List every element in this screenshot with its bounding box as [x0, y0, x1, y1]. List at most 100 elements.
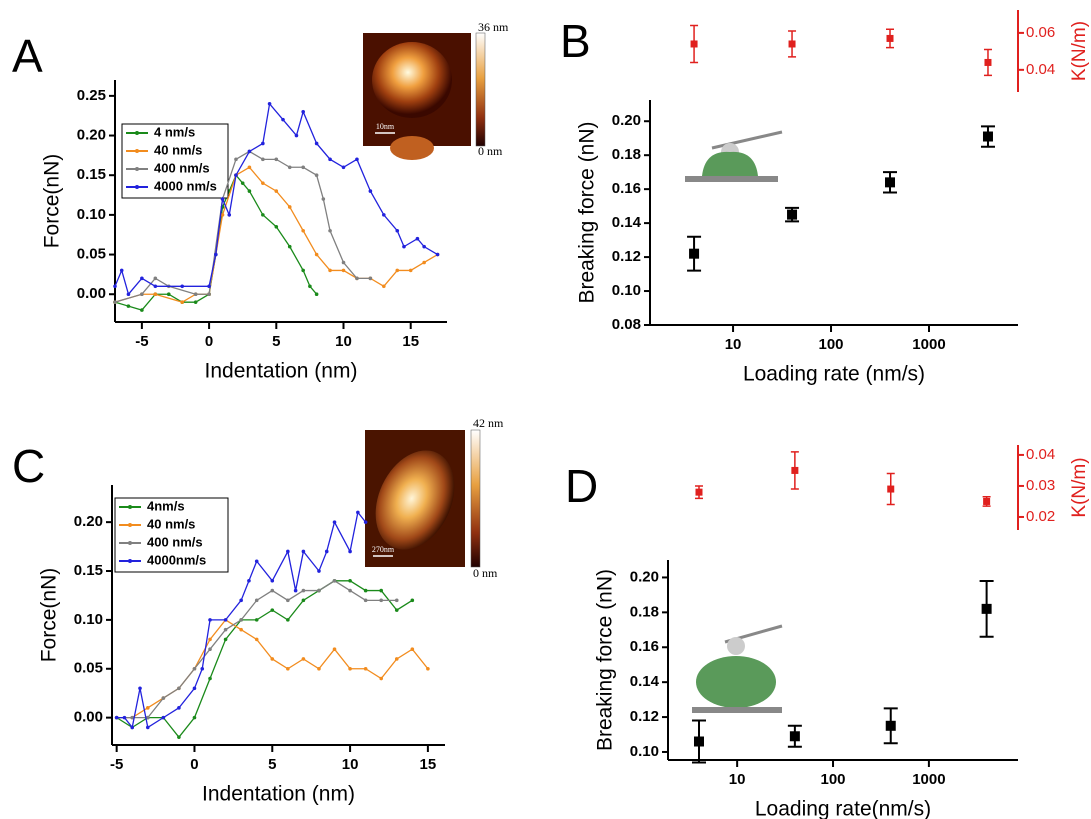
legend-label: 4000 nm/s — [154, 178, 217, 193]
series-point — [294, 133, 299, 138]
series-point — [239, 618, 243, 622]
series-point — [301, 657, 306, 661]
series-point — [207, 284, 211, 289]
series-point — [177, 686, 181, 691]
series-point — [394, 598, 399, 603]
series-point — [286, 666, 290, 671]
series-point — [324, 549, 329, 554]
series-point — [363, 666, 368, 671]
series-point — [239, 627, 243, 632]
legend-dot — [135, 185, 139, 189]
series-point — [254, 598, 259, 603]
capsid-cartoon-d — [692, 624, 783, 713]
series-point — [410, 598, 415, 603]
x-tick-label: 1000 — [912, 336, 945, 353]
legend-dot — [135, 131, 139, 135]
x-tick-label: 100 — [819, 336, 844, 353]
x-axis-label: Indentation (nm) — [202, 783, 355, 806]
series-point — [166, 292, 171, 297]
y2-tick-label: 0.02 — [1026, 508, 1055, 525]
series-point — [193, 300, 198, 304]
legend-dot — [128, 559, 132, 563]
series-point — [314, 173, 319, 178]
series-point — [140, 292, 144, 297]
series-point — [348, 549, 352, 554]
series-point — [355, 276, 359, 281]
series-point — [126, 292, 131, 297]
series-point — [220, 213, 225, 217]
series-point — [395, 228, 400, 233]
colorbar-max: 36 nm — [478, 20, 509, 34]
y-tick-label: 0.14 — [612, 214, 642, 231]
series-point — [408, 268, 413, 273]
y-tick-label: 0.20 — [612, 112, 641, 129]
y-tick-label: 0.16 — [630, 638, 659, 655]
x-tick-label: 0 — [205, 333, 213, 350]
afm-inset-c — [365, 429, 481, 568]
y-tick-label: 0.20 — [74, 513, 103, 530]
series-point — [286, 618, 290, 622]
series-point — [274, 157, 279, 162]
k-point — [887, 485, 895, 493]
data-point — [982, 131, 993, 142]
colorbar-min: 0 nm — [478, 144, 503, 158]
series-point — [180, 300, 185, 304]
series-point — [332, 647, 337, 652]
series-point — [261, 141, 265, 146]
series-point — [274, 224, 279, 229]
data-point — [885, 720, 896, 731]
series-line — [114, 102, 438, 296]
series-point — [270, 588, 275, 593]
x-tick-label: -5 — [135, 333, 148, 350]
series-point — [130, 725, 135, 730]
y-tick-label: 0.05 — [74, 660, 103, 677]
y2-axis-label: K(N/m) — [1069, 457, 1090, 517]
series-point — [382, 213, 386, 217]
k-point — [983, 497, 991, 505]
data-point — [693, 736, 704, 747]
series-point — [153, 292, 158, 297]
legend-dot — [128, 505, 132, 509]
series-point — [145, 725, 150, 730]
series-point — [214, 252, 218, 257]
series-point — [223, 637, 228, 642]
x-tick-label: -5 — [110, 756, 123, 773]
series-point — [341, 165, 346, 170]
k-point — [695, 488, 703, 496]
y-tick-label: 0.16 — [612, 180, 641, 197]
series-point — [368, 189, 373, 193]
series-point — [153, 276, 158, 281]
series-point — [301, 588, 306, 593]
y-tick-label: 0.00 — [74, 709, 103, 726]
series-point — [177, 706, 181, 710]
series-point — [410, 647, 415, 652]
y-tick-label: 0.25 — [77, 87, 106, 104]
series-point — [113, 284, 117, 289]
series-point — [328, 228, 332, 233]
series-point — [308, 284, 312, 289]
series-point — [379, 676, 384, 681]
series-point — [301, 549, 306, 554]
series-point — [138, 686, 142, 691]
legend-dot — [135, 149, 139, 153]
series-point — [270, 657, 275, 661]
x-tick-label: 5 — [272, 333, 280, 350]
legend-dot — [128, 541, 132, 545]
data-point — [885, 177, 896, 188]
series-point — [286, 549, 290, 554]
series-point — [348, 578, 352, 583]
k-point — [984, 58, 992, 66]
series-point — [223, 627, 228, 632]
series-point — [161, 696, 166, 700]
series-point — [382, 284, 386, 289]
series-point — [239, 598, 243, 603]
series-point — [287, 244, 292, 249]
series-point — [368, 276, 373, 281]
series-point — [270, 578, 275, 583]
series-point — [317, 588, 321, 593]
series-point — [363, 598, 368, 603]
series-point — [270, 608, 275, 612]
series-point — [223, 618, 228, 622]
series-point — [332, 520, 337, 524]
series-point — [402, 244, 406, 249]
